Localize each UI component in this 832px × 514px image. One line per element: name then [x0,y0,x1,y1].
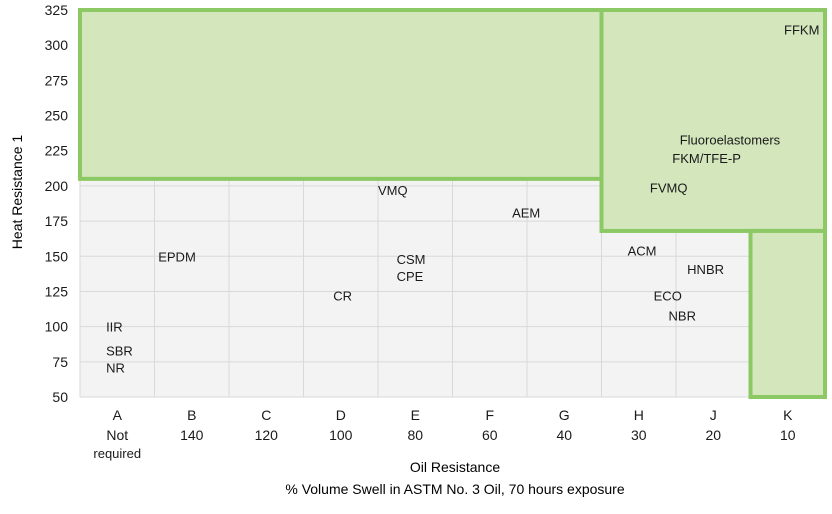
y-tick-label: 175 [45,213,69,229]
point-label: VMQ [378,183,408,198]
x-tick-value: 140 [180,427,204,443]
x-tick-letter: G [559,407,570,423]
point-label: SBR [106,344,133,359]
y-tick-label: 325 [45,2,69,18]
point-label: FVMQ [650,180,688,195]
y-tick-label: 50 [52,389,68,405]
x-tick-value: 60 [482,427,498,443]
point-label: CPE [397,269,424,284]
x-tick-letter: B [187,407,196,423]
point-label: FKM/TFE-P [672,151,741,166]
point-label: CSM [397,252,426,267]
x-tick-letter: C [261,407,271,423]
x-tick-value: 30 [631,427,647,443]
point-label: NBR [669,308,696,323]
x-tick-value: 20 [705,427,721,443]
y-tick-label: 300 [45,37,69,53]
point-label: ECO [654,289,682,304]
point-label: IIR [106,320,123,335]
x-axis-label: Oil Resistance [410,459,500,475]
region-2 [748,228,827,399]
x-tick-value: 100 [329,427,353,443]
x-tick-letter: F [485,407,494,423]
point-label: AEM [512,206,540,221]
point-label: FFKM [784,23,819,38]
point-label: HNBR [687,262,724,277]
x-axis-sublabel: % Volume Swell in ASTM No. 3 Oil, 70 hou… [285,481,624,497]
point-label: Fluoroelastomers [680,132,781,147]
y-tick-label: 150 [45,248,69,264]
x-tick-letter: H [634,407,644,423]
x-tick-letter: J [710,407,717,423]
y-tick-label: 250 [45,108,69,124]
y-tick-label: 100 [45,319,69,335]
point-label: NR [106,360,125,375]
x-tick-letter: D [336,407,346,423]
y-axis-label: Heat Resistance 1 [9,135,25,250]
x-tick-value: 120 [255,427,279,443]
y-tick-label: 75 [52,354,68,370]
region-0 [78,8,604,181]
y-tick-label: 225 [45,143,69,159]
x-tick-value: 80 [407,427,423,443]
y-tick-label: 125 [45,283,69,299]
x-tick-letter: E [411,407,420,423]
x-tick-letter: K [783,407,793,423]
x-tick-value: 10 [780,427,796,443]
point-label: ACM [628,244,657,259]
x-tick-value: Not [106,427,128,443]
point-label: CR [333,289,352,304]
x-tick-value-line2: required [93,446,141,461]
region-1 [599,8,827,233]
y-tick-label: 200 [45,178,69,194]
x-tick-letter: A [113,407,123,423]
y-tick-label: 275 [45,72,69,88]
x-tick-value: 40 [556,427,572,443]
point-label: EPDM [158,249,196,264]
